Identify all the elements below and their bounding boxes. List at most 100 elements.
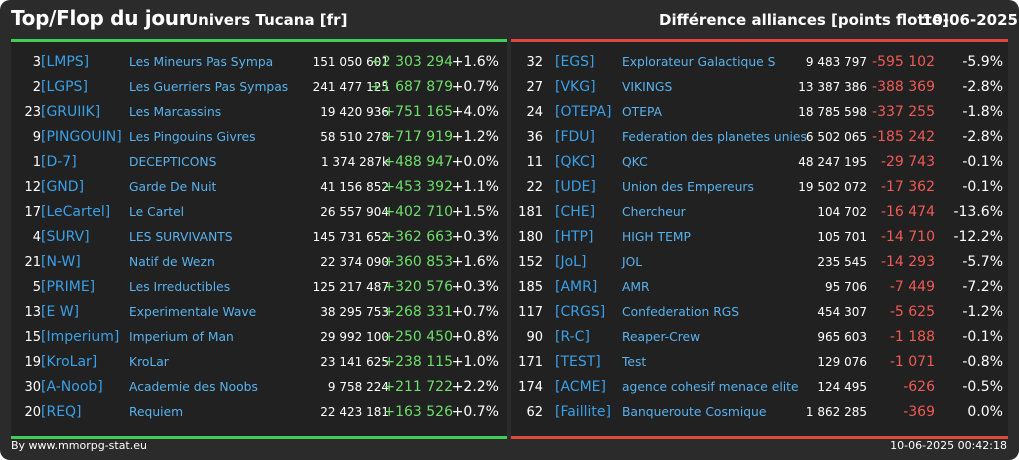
flop-alliance-row: 11 [QKC] QKC 48 247 195 -29 743 -0.1%	[511, 150, 1008, 175]
points-cell: 104 702	[817, 205, 867, 219]
alliance-name-link[interactable]: Banqueroute Cosmique	[622, 405, 767, 419]
alliance-name-link[interactable]: JOL	[622, 255, 643, 269]
points-cell: 235 545	[817, 255, 867, 269]
alliance-tag-link[interactable]: [CRGS]	[555, 304, 606, 320]
flop-alliance-row: 36 [FDU] Federation des planetes unies 6 50…	[511, 125, 1008, 150]
alliance-name-link[interactable]: Confederation RGS	[622, 305, 740, 319]
rank-cell: 2	[32, 80, 41, 95]
percent-cell: -2.8%	[962, 79, 1003, 95]
top-alliance-row: 12 [GND] Garde De Nuit 41 156 852 +453 392 +1…	[11, 175, 507, 200]
alliance-name-link[interactable]: Academie des Noobs	[129, 380, 258, 394]
rank-cell: 152	[518, 255, 543, 270]
alliance-tag-link[interactable]: [D-7]	[41, 154, 77, 170]
difference-cell: -185 242	[872, 129, 935, 145]
difference-cell: +211 722	[383, 379, 453, 395]
flop-alliance-row: 24 [OTEPA] OTEPA 18 785 598 -337 255 -1.8%	[511, 100, 1008, 125]
alliance-name-link[interactable]: Les Irreductibles	[129, 280, 231, 294]
alliance-name-link[interactable]: Test	[622, 355, 647, 369]
alliance-tag-link[interactable]: [LGPS]	[41, 79, 88, 95]
alliance-tag-link[interactable]: [LMPS]	[41, 54, 90, 70]
alliance-tag-link[interactable]: [FDU]	[555, 129, 596, 145]
alliance-name-link[interactable]: QKC	[622, 155, 648, 169]
alliance-name-link[interactable]: LES SURVIVANTS	[129, 230, 233, 244]
alliance-tag-link[interactable]: [R-C]	[555, 329, 590, 345]
top-alliance-row: 5 [PRIME] Les Irreductibles 125 217 487 +320…	[11, 275, 507, 300]
alliance-name-link[interactable]: Natif de Wezn	[129, 255, 215, 269]
percent-cell: +1.1%	[451, 179, 499, 195]
alliance-tag-link[interactable]: [PINGOUIN]	[41, 129, 122, 145]
rank-cell: 17	[24, 205, 41, 220]
footer-source: By www.mmorpg-stat.eu	[11, 439, 147, 452]
alliance-tag-link[interactable]: [N-W]	[41, 254, 81, 270]
alliance-name-link[interactable]: HIGH TEMP	[622, 230, 691, 244]
alliance-name-link[interactable]: Les Pingouins Givres	[129, 130, 256, 144]
percent-cell: -1.2%	[962, 304, 1003, 320]
alliance-tag-link[interactable]: [ACME]	[555, 379, 606, 395]
alliance-tag-link[interactable]: [A-Noob]	[41, 379, 103, 395]
percent-cell: -0.1%	[962, 154, 1003, 170]
alliance-tag-link[interactable]: [UDE]	[555, 179, 596, 195]
alliance-tag-link[interactable]: [Imperium]	[41, 329, 120, 345]
alliance-name-link[interactable]: Les Marcassins	[129, 105, 222, 119]
alliance-tag-link[interactable]: [LeCartel]	[41, 204, 111, 220]
alliance-name-link[interactable]: Garde De Nuit	[129, 180, 217, 194]
alliance-name-link[interactable]: Requiem	[129, 405, 184, 419]
rank-cell: 36	[526, 130, 543, 145]
alliance-tag-link[interactable]: [EGS]	[555, 54, 595, 70]
percent-cell: -12.2%	[953, 229, 1003, 245]
alliance-name-link[interactable]: DECEPTICONS	[129, 155, 217, 169]
alliance-tag-link[interactable]: [HTP]	[555, 229, 594, 245]
alliance-tag-link[interactable]: [TEST]	[555, 354, 601, 370]
points-cell: 13 387 386	[798, 80, 867, 94]
percent-cell: -7.2%	[962, 279, 1003, 295]
alliance-tag-link[interactable]: [GRUIIK]	[41, 104, 101, 120]
points-cell: 125 217 487	[312, 280, 389, 294]
alliance-name-link[interactable]: Le Cartel	[129, 205, 185, 219]
alliance-tag-link[interactable]: [PRIME]	[41, 279, 96, 295]
alliance-name-link[interactable]: OTEPA	[622, 105, 663, 119]
metric-title: Différence alliances [points flotte]	[659, 11, 949, 29]
alliance-tag-link[interactable]: [CHE]	[555, 204, 596, 220]
percent-cell: +1.5%	[451, 204, 499, 220]
alliance-name-link[interactable]: VIKINGS	[622, 80, 673, 94]
alliance-tag-link[interactable]: [REQ]	[41, 404, 82, 420]
footer-timestamp: 10-06-2025 00:42:18	[890, 439, 1007, 452]
alliance-name-link[interactable]: Les Mineurs Pas Sympa	[129, 55, 274, 69]
alliance-name-link[interactable]: AMR	[622, 280, 650, 294]
alliance-tag-link[interactable]: [GND]	[41, 179, 85, 195]
points-cell: 29 992 100	[320, 330, 389, 344]
alliance-tag-link[interactable]: [AMR]	[555, 279, 598, 295]
alliance-name-link[interactable]: Les Guerriers Pas Sympas	[129, 80, 289, 94]
percent-cell: +1.0%	[451, 354, 499, 370]
rank-cell: 3	[32, 55, 41, 70]
flop-alliance-row: 27 [VKG] VIKINGS 13 387 386 -388 369 -2.8%	[511, 75, 1008, 100]
alliance-name-link[interactable]: Experimentale Wave	[129, 305, 257, 319]
alliance-tag-link[interactable]: [OTEPA]	[555, 104, 612, 120]
alliance-name-link[interactable]: agence cohesif menace elite	[622, 380, 799, 394]
alliance-tag-link[interactable]: [SURV]	[41, 229, 90, 245]
percent-cell: -5.9%	[962, 54, 1003, 70]
alliance-name-link[interactable]: Chercheur	[622, 205, 686, 219]
points-cell: 95 706	[825, 280, 867, 294]
alliance-name-link[interactable]: Federation des planetes unies	[622, 130, 807, 144]
points-cell: 151 050 601	[312, 55, 389, 69]
alliance-name-link[interactable]: Union des Empereurs	[622, 180, 754, 194]
alliance-name-link[interactable]: Imperium of Man	[129, 330, 234, 344]
alliance-tag-link[interactable]: [QKC]	[555, 154, 596, 170]
alliance-name-link[interactable]: Reaper-Crew	[622, 330, 701, 344]
alliance-tag-link[interactable]: [KroLar]	[41, 354, 98, 370]
alliance-name-link[interactable]: KroLar	[129, 355, 169, 369]
alliance-tag-link[interactable]: [VKG]	[555, 79, 596, 95]
top-alliance-row: 3 [LMPS] Les Mineurs Pas Sympa 151 050 601 +…	[11, 50, 507, 75]
rank-cell: 23	[24, 105, 41, 120]
percent-cell: 0.0%	[967, 404, 1003, 420]
alliance-tag-link[interactable]: [E W]	[41, 304, 80, 320]
alliance-tag-link[interactable]: [Faillite]	[555, 404, 611, 420]
alliance-name-link[interactable]: Explorateur Galactique S	[622, 55, 776, 69]
difference-cell: +751 165	[383, 104, 453, 120]
top-alliance-row: 15 [Imperium] Imperium of Man 29 992 100 +25…	[11, 325, 507, 350]
points-cell: 1 862 285	[805, 405, 867, 419]
alliance-tag-link[interactable]: [JoL]	[555, 254, 587, 270]
points-cell: 19 502 072	[798, 180, 867, 194]
difference-cell: +250 450	[383, 329, 453, 345]
